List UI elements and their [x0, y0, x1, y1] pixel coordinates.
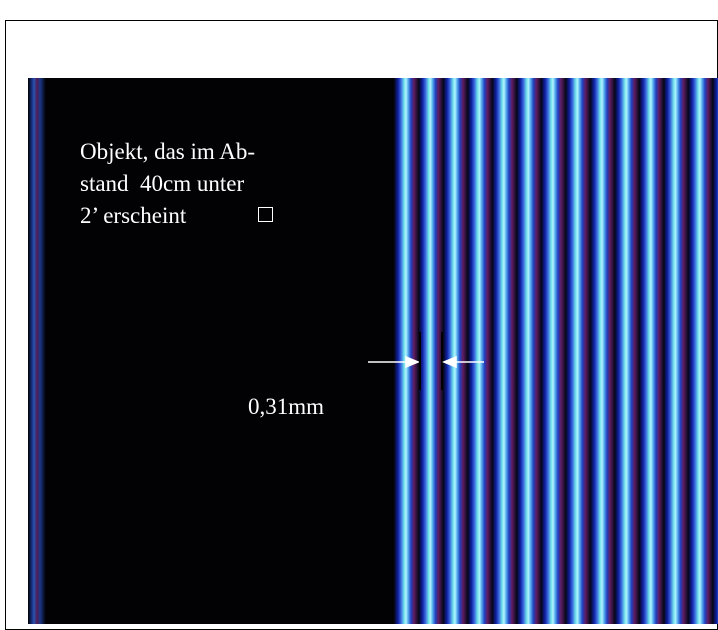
measure-label: 0,31mm — [248, 394, 324, 420]
page: Objekt, das im Ab- stand 40cm unter 2’ e… — [0, 0, 718, 624]
annotation — [0, 0, 718, 624]
